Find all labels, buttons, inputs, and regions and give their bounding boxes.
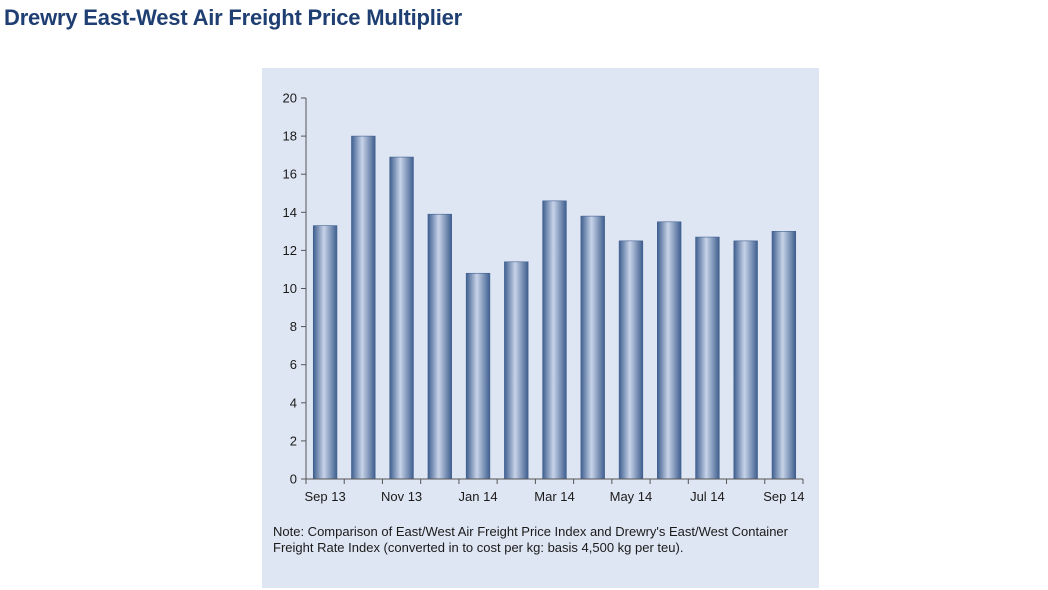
bar-jun-14	[657, 221, 682, 480]
x-tick-label: Sep 14	[763, 489, 804, 504]
bar-may-14	[618, 240, 644, 480]
bar-mar-14	[542, 200, 567, 480]
y-tick-label: 4	[290, 395, 297, 410]
y-tick-label: 0	[290, 472, 297, 487]
y-tick-label: 16	[283, 167, 297, 182]
bar-sep-13	[312, 225, 338, 480]
y-tick-labels: 0 2 4 6 8 10 12 14 16 18 20	[283, 91, 297, 487]
x-tick-label: Sep 13	[305, 489, 346, 504]
chart-panel: 0 2 4 6 8 10 12 14 16 18 20 Sep 13 Nov 13 Jan 14 Mar …	[262, 68, 819, 588]
y-tick-label: 2	[290, 433, 297, 448]
x-tick-label: Nov 13	[381, 489, 422, 504]
y-tick-label: 10	[283, 281, 297, 296]
y-tick-label: 8	[290, 319, 297, 334]
bar-feb-14	[504, 261, 529, 480]
axes-group	[301, 97, 804, 484]
x-tick-label: Jan 14	[459, 489, 498, 504]
bar-chart: 0 2 4 6 8 10 12 14 16 18 20 Sep 13 Nov 13 Jan 14 Mar …	[283, 91, 805, 505]
y-tick-label: 6	[290, 357, 297, 372]
bar-aug-14	[733, 240, 758, 480]
x-tick-label: May 14	[610, 489, 653, 504]
x-tick-labels: Sep 13 Nov 13 Jan 14 Mar 14 May 14 Jul 14 Sep …	[305, 489, 805, 504]
bar-jul-14	[695, 236, 720, 480]
bar-apr-14	[580, 215, 605, 480]
y-tick-label: 12	[283, 243, 297, 258]
bar-nov-13	[389, 156, 414, 480]
chart-note: Note: Comparison of East/West Air Freigh…	[273, 524, 788, 555]
page-title: Drewry East-West Air Freight Price Multi…	[4, 5, 463, 30]
bar-oct-13	[351, 135, 376, 480]
bars-group	[312, 135, 797, 480]
y-tick-label: 18	[283, 129, 297, 144]
bar-dec-13	[427, 213, 452, 480]
bar-sep-14	[771, 231, 797, 480]
y-tick-label: 14	[283, 205, 297, 220]
bar-jan-14	[465, 272, 491, 480]
x-tick-label: Mar 14	[534, 489, 574, 504]
x-tick-label: Jul 14	[690, 489, 725, 504]
y-tick-label: 20	[283, 91, 297, 106]
